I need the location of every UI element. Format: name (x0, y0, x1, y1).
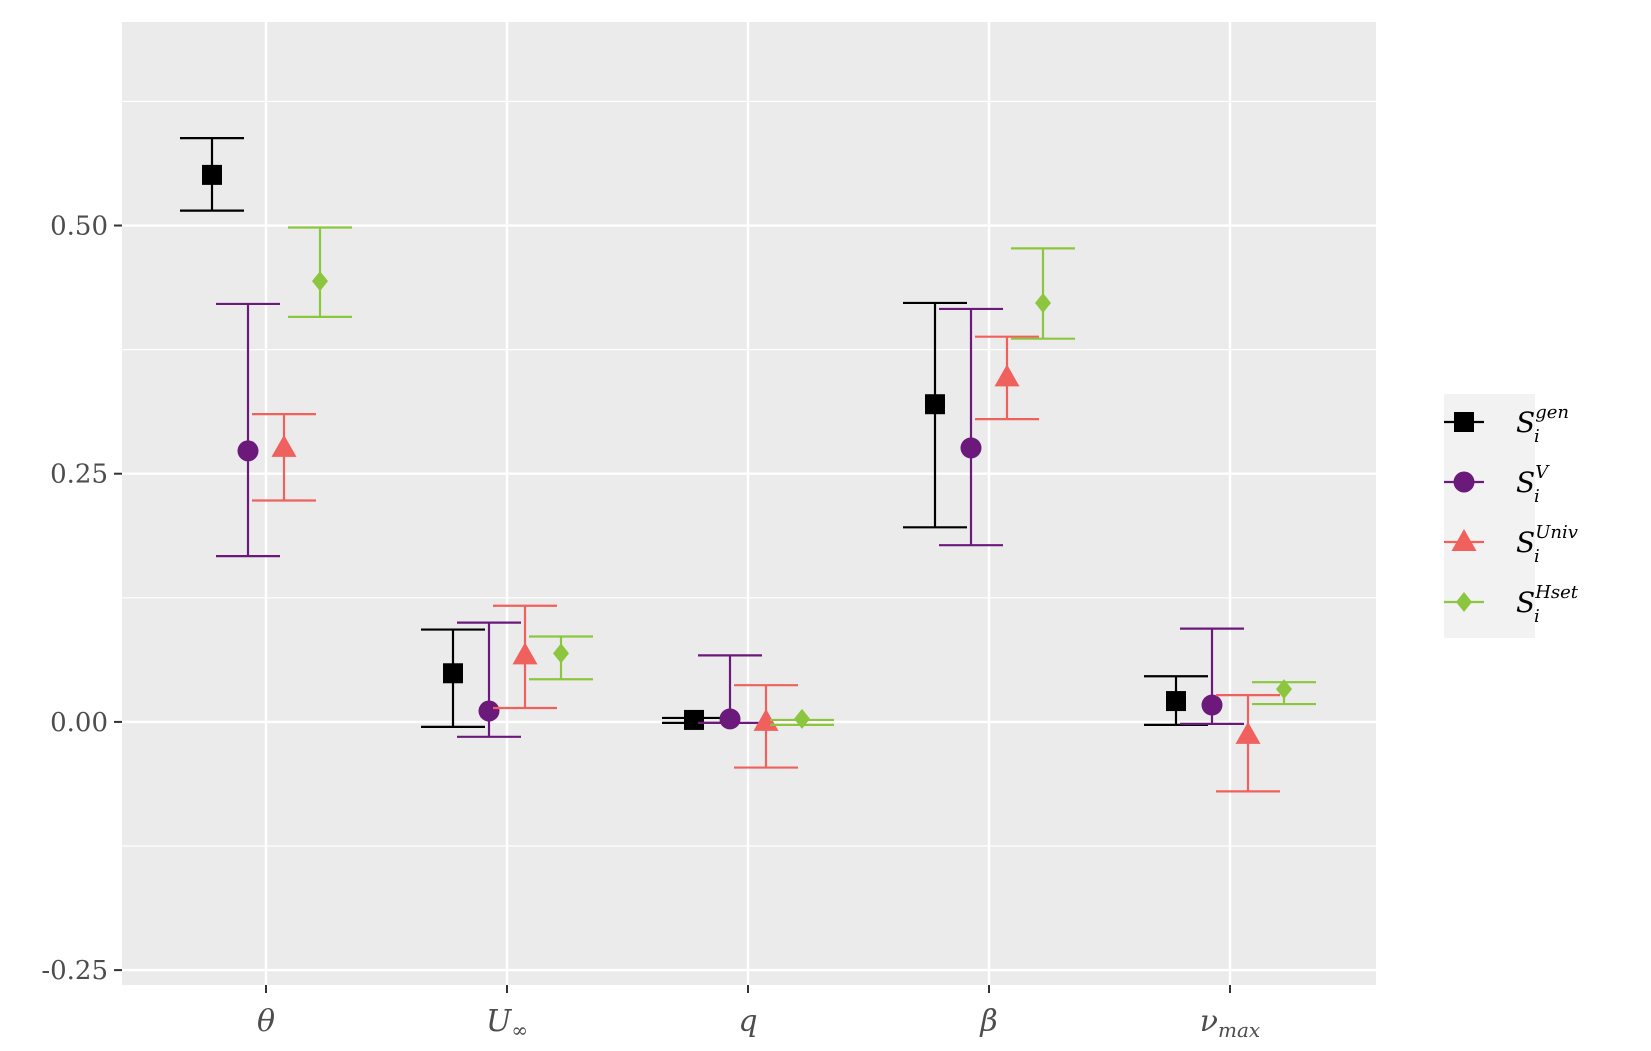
x-tick-label: q (738, 1004, 757, 1039)
data-point (994, 364, 1020, 387)
data-point (202, 164, 222, 185)
x-tick-label: νmax (1200, 1004, 1260, 1042)
data-point (443, 663, 463, 684)
x-tick-label: U∞ (486, 1004, 528, 1042)
legend-key-marker (1451, 529, 1477, 551)
legend-item: Sgen i (1444, 402, 1569, 447)
data-point (237, 440, 259, 462)
legend-key-marker (1454, 412, 1474, 432)
data-point (1201, 694, 1223, 716)
legend-label: SUniv i (1516, 522, 1578, 567)
data-point (1235, 721, 1261, 744)
legend-label: Sgen i (1516, 402, 1569, 447)
legend-label: SV i (1516, 462, 1550, 507)
data-point (512, 642, 538, 665)
data-point (684, 709, 704, 730)
y-axis: -0.25 0.00 0.25 0.50 (41, 212, 122, 986)
data-point (553, 643, 569, 664)
y-tick-label: -0.25 (41, 956, 108, 986)
series-group (180, 137, 1208, 730)
legend-item: SV i (1444, 462, 1550, 507)
data-point (271, 434, 297, 457)
legend-label: SHset i (1516, 582, 1579, 627)
legend-key-marker (1453, 471, 1475, 493)
series-group (288, 226, 1316, 729)
y-tick-label: 0.50 (50, 212, 108, 242)
data-point (925, 394, 945, 415)
x-tick-label: θ (257, 1004, 275, 1039)
legend-key-marker (1456, 592, 1472, 612)
data-point (960, 437, 982, 459)
data-point (478, 700, 500, 722)
legend: Sgen i SV i SUniv i SHset i (1444, 394, 1579, 638)
x-tick-label: β (979, 1004, 997, 1039)
data-point (1166, 691, 1186, 712)
series-layer (180, 137, 1316, 793)
data-point (1035, 292, 1051, 313)
series-group (216, 302, 1244, 738)
data-point (312, 271, 328, 292)
legend-item: SHset i (1444, 582, 1579, 627)
x-axis: θ U∞ q β νmax (257, 985, 1260, 1042)
legend-item: SUniv i (1444, 522, 1578, 567)
legend-background (1444, 394, 1535, 638)
y-tick-label: 0.25 (50, 460, 108, 490)
data-point (794, 708, 810, 729)
data-point (719, 708, 741, 730)
y-tick-label: 0.00 (50, 708, 108, 738)
data-point (1276, 679, 1292, 700)
